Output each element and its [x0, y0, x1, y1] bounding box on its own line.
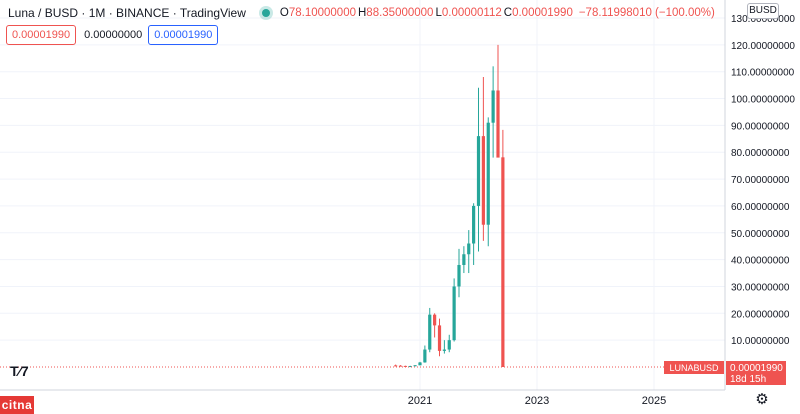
tradingview-logo-icon[interactable]: T⁄7 [10, 363, 29, 379]
price-tick-label: 80.00000000 [731, 148, 790, 159]
time-tick-label: 2021 [408, 395, 432, 407]
candle-body [398, 365, 403, 367]
candle-body [501, 157, 505, 367]
price-tick-label: 120.00000000 [731, 41, 795, 52]
price-tick-label: 10.00000000 [731, 336, 790, 347]
candle-2022-04[interactable] [491, 66, 495, 158]
chart-header: Luna / BUSD · 1M · BINANCE · TradingView… [8, 4, 715, 22]
low-value: 0.00000112 [441, 7, 502, 19]
candle-body [408, 366, 412, 368]
price-badge-bg [726, 360, 786, 385]
candle-body [481, 136, 485, 225]
candle-body [452, 286, 456, 341]
candle-body [423, 349, 427, 363]
candle-2021-02[interactable] [423, 345, 427, 363]
time-scale[interactable]: 2021 2023 2025 [408, 395, 666, 407]
candle-2020-10[interactable] [403, 365, 407, 367]
candle-2021-05[interactable] [437, 318, 442, 357]
countdown-label: 18d 15h [730, 374, 766, 385]
price-tick-label: 90.00000000 [731, 121, 790, 132]
close-value: 0.00001990 [512, 7, 573, 19]
candle-body [457, 264, 461, 287]
candles[interactable] [394, 44, 505, 368]
candle-body [442, 349, 446, 351]
candle-2021-01[interactable] [418, 361, 422, 366]
candle-2021-07[interactable] [447, 334, 451, 353]
price-tick-label: 100.00000000 [731, 95, 795, 106]
symbol-title[interactable]: Luna / BUSD · 1M · BINANCE · TradingView [8, 6, 246, 20]
price-tick-label: 130.00000000 [731, 14, 795, 25]
candle-body [486, 122, 490, 225]
candle-body [496, 90, 500, 158]
price-tick-label: 40.00000000 [731, 256, 790, 267]
candle-2021-11[interactable] [467, 230, 471, 274]
price-tick-label: 110.00000000 [731, 68, 795, 79]
open-label: O [279, 7, 289, 19]
candle-2021-12[interactable] [472, 203, 476, 265]
candle-body [467, 243, 471, 255]
candle-2022-03[interactable] [486, 117, 490, 247]
candle-body [394, 365, 398, 367]
spread-value: 0.00000000 [84, 29, 143, 41]
candle-2021-09[interactable] [457, 248, 461, 298]
ohlc-readout: O 78.10000000 H 88.35000000 L 0.00000112… [280, 7, 715, 19]
candle-2022-01[interactable] [476, 87, 481, 252]
time-tick-label: 2025 [642, 395, 666, 407]
candle-2021-03[interactable] [428, 307, 432, 353]
order-buttons: 0.00001990 0.00000000 0.00001990 [6, 25, 219, 45]
price-tick-label: 50.00000000 [731, 229, 790, 240]
candle-body [447, 340, 451, 350]
candle-body [433, 314, 437, 326]
buy-button[interactable]: 0.00001990 [148, 25, 219, 45]
candle-2021-04[interactable] [433, 313, 437, 338]
currency-badge[interactable]: BUSD [747, 3, 779, 19]
candle-2021-08[interactable] [452, 278, 456, 342]
low-label: L [435, 7, 442, 19]
candle-body [418, 362, 422, 366]
candle-2021-06[interactable] [442, 340, 446, 354]
price-tick-label: 70.00000000 [731, 175, 790, 186]
price-tick-label: 30.00000000 [731, 282, 790, 293]
candle-body [476, 136, 481, 206]
change-value: −78.11998010 (−100.00%) [578, 7, 715, 19]
candle-body [413, 365, 417, 367]
candle-body [472, 205, 476, 244]
sell-button[interactable]: 0.00001990 [6, 25, 77, 45]
market-status-dot-icon [261, 9, 270, 17]
grid-lines [0, 0, 725, 390]
candle-2020-12[interactable] [413, 365, 417, 367]
settings-gear-icon[interactable]: ⚙ [755, 391, 769, 408]
price-tick-label: 60.00000000 [731, 202, 790, 213]
ticker-badge-label: LUNABUSD [669, 363, 719, 373]
ticker-badge-bg [664, 360, 724, 374]
high-value: 88.35000000 [366, 7, 434, 19]
candle-body [428, 314, 432, 350]
candle-2022-05[interactable] [496, 44, 500, 158]
open-value: 78.10000000 [288, 7, 356, 19]
price-scale[interactable]: 130.00000000 120.00000000 110.00000000 100.… [731, 14, 795, 347]
candle-2020-11[interactable] [408, 365, 412, 368]
candle-2022-06[interactable] [501, 129, 505, 367]
high-label: H [357, 7, 367, 19]
candle-body [462, 254, 466, 265]
candle-body [491, 90, 495, 123]
candle-2021-10[interactable] [462, 246, 466, 274]
candle-2020-08[interactable] [394, 364, 398, 367]
price-tick-label: 20.00000000 [731, 309, 790, 320]
watermark-logo: citna [0, 396, 34, 414]
candle-body [437, 325, 442, 351]
candle-body [403, 365, 407, 367]
candle-2022-02[interactable] [481, 77, 485, 241]
time-tick-label: 2023 [525, 395, 549, 407]
close-label: C [503, 7, 513, 19]
candle-2020-09[interactable] [398, 365, 403, 367]
price-badge-value: 0.00001990 [730, 363, 783, 374]
